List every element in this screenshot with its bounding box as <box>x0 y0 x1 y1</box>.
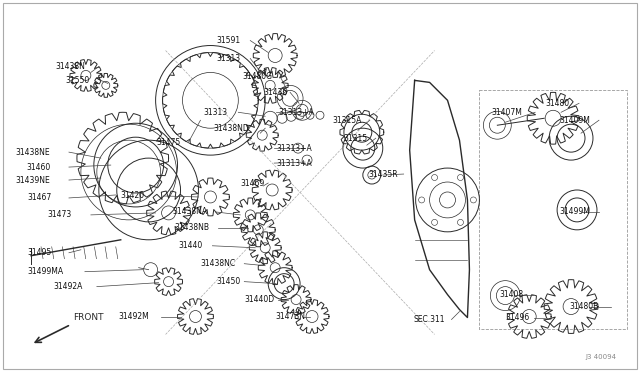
Text: 31438NB: 31438NB <box>175 223 209 232</box>
Text: J3 40094: J3 40094 <box>586 355 617 360</box>
Text: 31438NE: 31438NE <box>15 148 50 157</box>
Text: 31496: 31496 <box>506 313 529 322</box>
Text: 31473: 31473 <box>47 211 71 219</box>
Text: 31408: 31408 <box>499 290 524 299</box>
Text: 31495: 31495 <box>27 248 51 257</box>
Bar <box>479 90 627 330</box>
Text: 31480: 31480 <box>545 99 570 108</box>
Text: 31550: 31550 <box>65 76 89 85</box>
Text: 31480B: 31480B <box>569 302 598 311</box>
Text: 31315: 31315 <box>343 134 367 143</box>
Text: 31409M: 31409M <box>559 116 590 125</box>
Text: 31492A: 31492A <box>53 282 83 291</box>
Text: 31313: 31313 <box>204 108 228 117</box>
Text: 31499M: 31499M <box>559 208 590 217</box>
Text: 31440: 31440 <box>179 241 203 250</box>
Text: 31313: 31313 <box>216 54 241 63</box>
Text: 31313+A: 31313+A <box>276 158 312 167</box>
Text: 31467: 31467 <box>27 193 51 202</box>
Text: 31499MA: 31499MA <box>27 267 63 276</box>
Text: 31407M: 31407M <box>492 108 522 117</box>
Text: 31436: 31436 <box>263 88 287 97</box>
Text: 31438ND: 31438ND <box>213 124 249 133</box>
Text: 31469: 31469 <box>240 179 264 187</box>
Text: 31315A: 31315A <box>332 116 362 125</box>
Text: FRONT: FRONT <box>73 313 104 322</box>
Text: 31313+A: 31313+A <box>278 108 314 117</box>
Text: 31438NA: 31438NA <box>173 208 207 217</box>
Text: 31492M: 31492M <box>119 312 150 321</box>
Text: 31438NC: 31438NC <box>200 259 236 268</box>
Text: 31440D: 31440D <box>244 295 275 304</box>
Text: 31475: 31475 <box>157 138 181 147</box>
Text: 31439NE: 31439NE <box>15 176 50 185</box>
Text: 31450: 31450 <box>216 277 241 286</box>
Text: 31460: 31460 <box>26 163 51 171</box>
Text: 31313+A: 31313+A <box>276 144 312 153</box>
Text: 31591: 31591 <box>216 36 241 45</box>
Text: 31438N: 31438N <box>55 62 85 71</box>
Text: 31435R: 31435R <box>369 170 399 179</box>
Text: SEC.311: SEC.311 <box>413 315 445 324</box>
Text: 31473N: 31473N <box>275 312 305 321</box>
Text: 31420: 31420 <box>121 192 145 201</box>
Text: 31480G: 31480G <box>243 72 272 81</box>
